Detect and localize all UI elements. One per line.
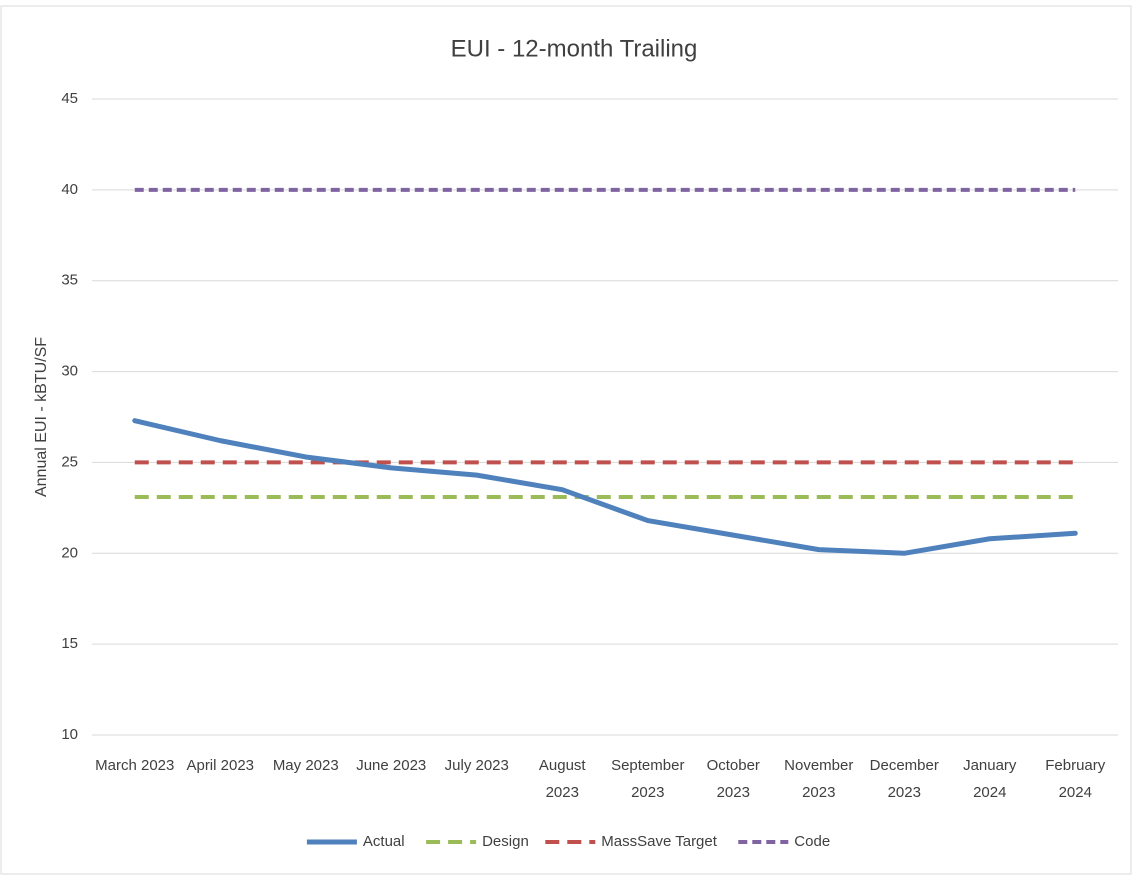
y-tick-label: 10 [61,726,78,743]
legend-label: Actual [363,833,405,850]
y-tick-label: 40 [61,181,78,198]
y-tick-label: 45 [61,90,78,107]
legend-label: MassSave Target [601,833,717,850]
x-tick-label: November 2023 [784,757,853,801]
x-tick-label: December 2023 [870,757,939,801]
y-tick-label: 30 [61,363,78,380]
legend-label: Design [482,833,529,850]
x-tick-label: March 2023 [95,757,174,774]
y-tick-label: 35 [61,272,78,289]
legend-label: Code [794,833,830,850]
x-tick-label: July 2023 [445,757,509,774]
y-tick-label: 15 [61,635,78,652]
y-tick-label: 20 [61,544,78,561]
chart-border [0,5,1132,875]
x-tick-label: August 2023 [539,757,587,801]
x-tick-label: April 2023 [186,757,254,774]
x-tick-label: February 2024 [1045,757,1106,801]
y-axis-label: Annual EUI - kBTU/SF [33,337,50,497]
y-tick-label: 25 [61,453,78,470]
x-tick-label: January 2024 [963,757,1017,801]
x-tick-label: June 2023 [356,757,426,774]
line-series [132,418,1078,556]
x-tick-label: May 2023 [273,757,339,774]
x-tick-label: September 2023 [611,757,684,801]
x-tick-label: October 2023 [707,757,760,801]
chart-title: EUI - 12-month Trailing [451,35,698,62]
